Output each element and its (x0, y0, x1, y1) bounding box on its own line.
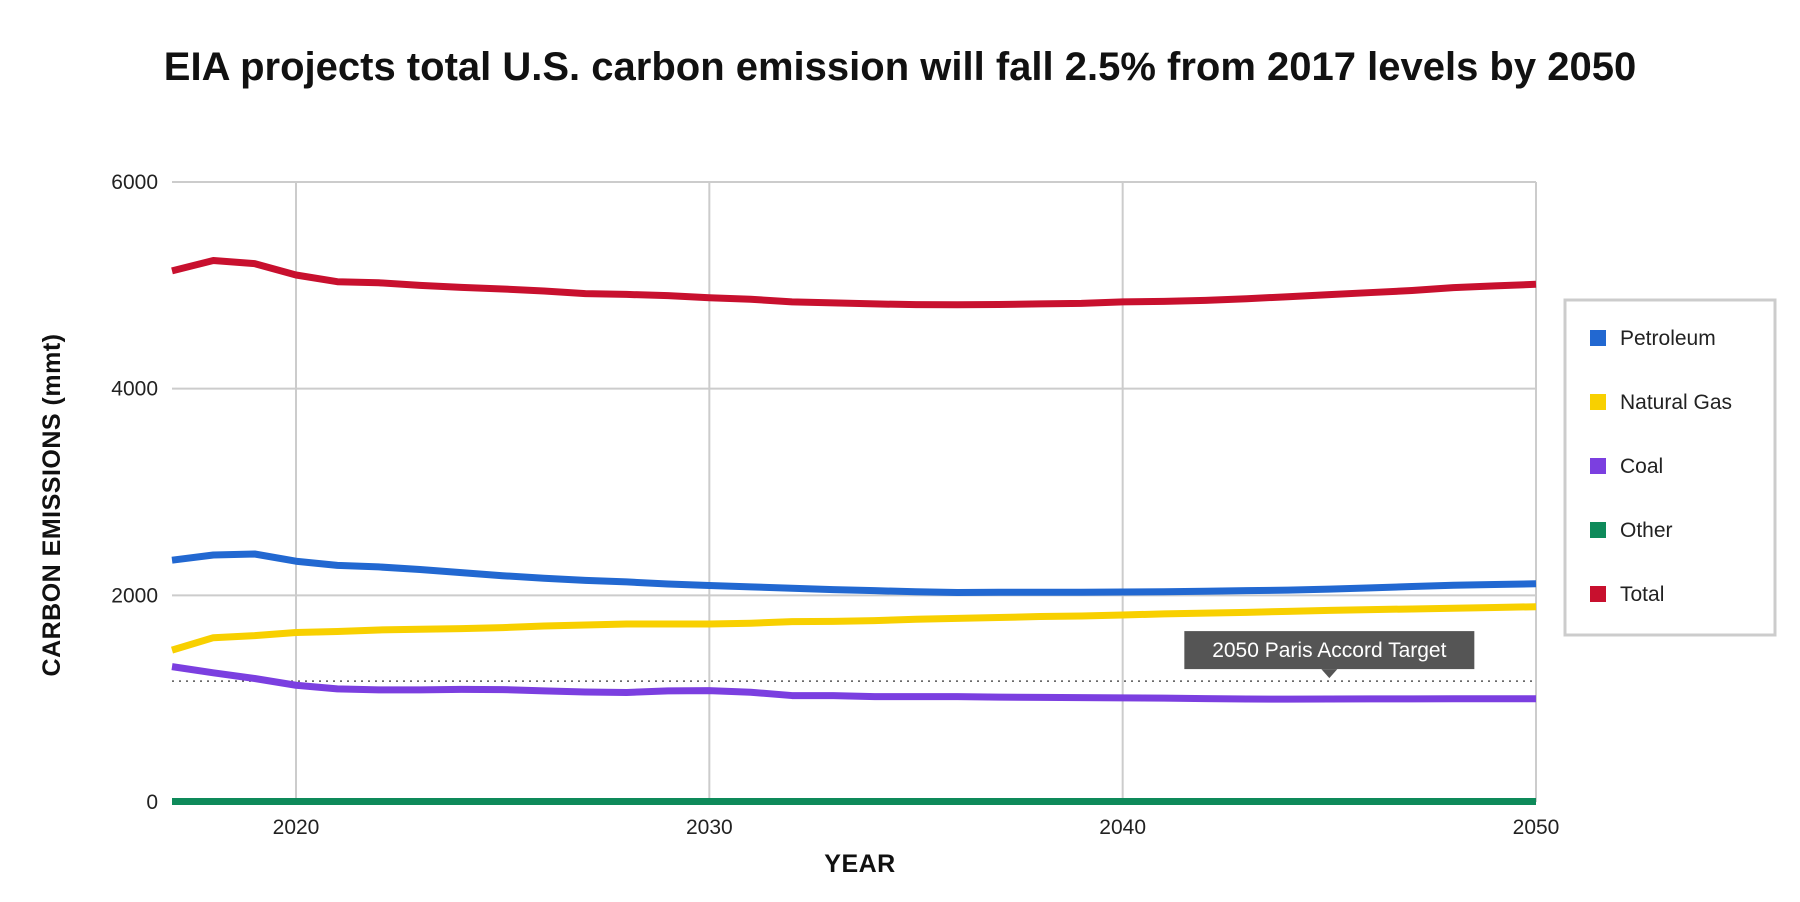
grid (172, 181, 1537, 802)
legend-label: Coal (1620, 455, 1663, 478)
series-line-natural-gas (170, 603, 1537, 654)
y-tick-label: 2000 (111, 584, 158, 607)
legend-swatch (1590, 330, 1606, 346)
legend-label: Petroleum (1620, 327, 1716, 350)
legend-label: Other (1620, 519, 1673, 542)
legend-label: Total (1620, 583, 1664, 606)
legend-label: Natural Gas (1620, 391, 1732, 414)
annotation-label: 2050 Paris Accord Target (1212, 639, 1446, 662)
y-tick-label: 6000 (111, 171, 158, 194)
series-group (170, 257, 1537, 805)
legend-swatch (1590, 458, 1606, 474)
x-axis-ticks: 2020 2030 2040 2050 (273, 816, 1560, 839)
y-axis-title: CARBON EMISSIONS (mmt) (38, 334, 66, 677)
legend-swatch (1590, 394, 1606, 410)
legend-swatch (1590, 586, 1606, 602)
legend: Petroleum Natural Gas Coal Other Total (1563, 298, 1777, 637)
series-line-coal (171, 663, 1536, 703)
annotation-box (1184, 631, 1475, 670)
x-tick-label: 2020 (273, 816, 320, 839)
y-axis-ticks: 0 2000 4000 6000 (111, 171, 158, 814)
legend-swatch (1590, 522, 1606, 538)
annotation-pointer (1321, 669, 1338, 679)
y-tick-label: 4000 (111, 378, 158, 401)
x-tick-label: 2050 (1513, 816, 1560, 839)
x-tick-label: 2040 (1099, 816, 1146, 839)
series-line-total (171, 257, 1537, 309)
annotation: 2050 Paris Accord Target (1184, 631, 1475, 679)
chart-title: EIA projects total U.S. carbon emission … (164, 45, 1636, 89)
x-axis-title: YEAR (824, 850, 895, 878)
x-tick-label: 2030 (686, 816, 733, 839)
series-line-petroleum (171, 550, 1537, 596)
y-tick-label: 0 (146, 791, 158, 814)
